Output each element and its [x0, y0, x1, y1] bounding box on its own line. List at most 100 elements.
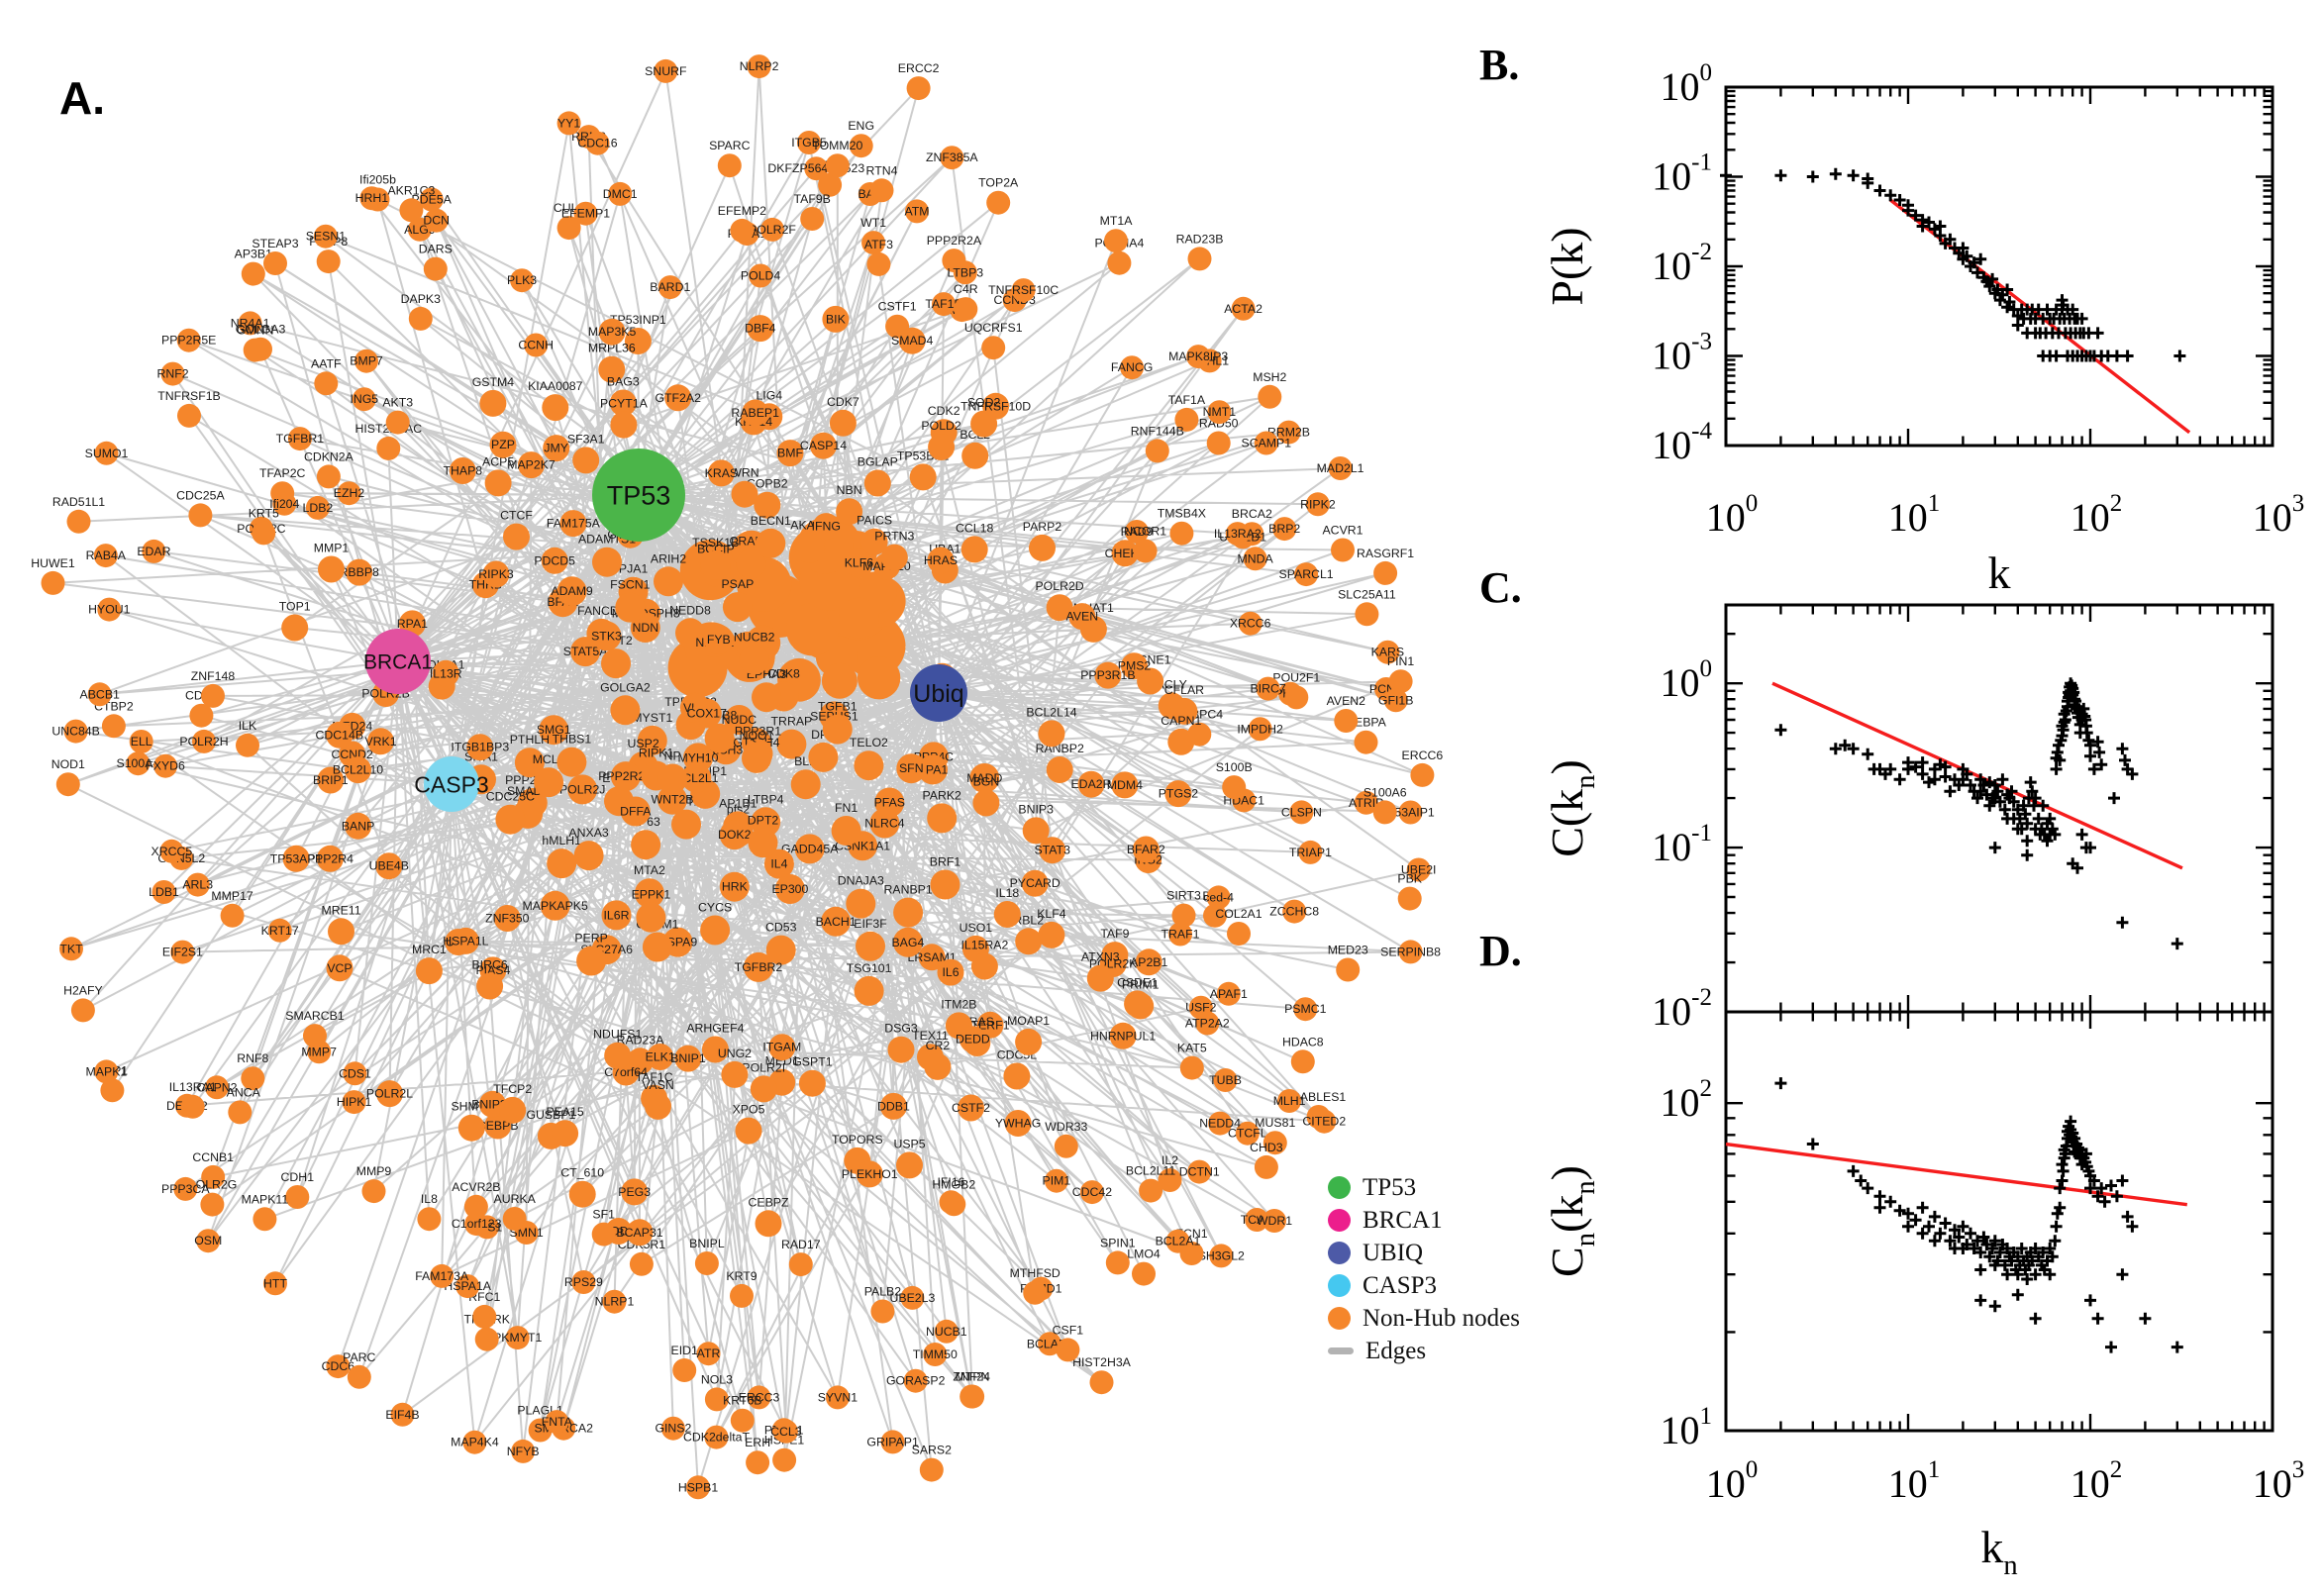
network-node — [1331, 538, 1355, 562]
plot-panel-B: 100 10-1 10-2 10-3 10-4 100 101 102 103 k P(k) — [1542, 59, 2304, 598]
network-node — [281, 614, 309, 642]
hub-node-tp53 — [592, 449, 685, 542]
legend-circle-swatch — [1328, 1176, 1351, 1199]
network-node — [1111, 771, 1139, 799]
legend-label: UBIQ — [1363, 1239, 1424, 1266]
network-node — [1169, 521, 1194, 546]
network-node — [1290, 1049, 1315, 1074]
network-node — [534, 767, 564, 798]
network-node — [556, 576, 587, 607]
svg-text:100: 100 — [1706, 490, 1759, 540]
node-label: OSM — [194, 1234, 222, 1247]
node-label: BRCA2 — [1232, 507, 1272, 521]
node-label: C7orf64 — [604, 1065, 648, 1079]
network-node — [615, 592, 646, 623]
node-label: SUMO1 — [85, 447, 129, 460]
network-node — [1104, 229, 1128, 253]
network-node — [707, 459, 735, 487]
node-label: TAF1B — [925, 297, 961, 311]
node-label: GRIPAP1 — [866, 1435, 919, 1448]
network-node — [854, 750, 884, 781]
network-node — [376, 436, 401, 460]
svg-text:103: 103 — [2253, 1456, 2305, 1506]
network-node — [703, 625, 734, 654]
node-label: MED23 — [1328, 944, 1368, 957]
node-label: ENG — [848, 119, 874, 133]
node-label: GMNN — [237, 324, 274, 338]
node-label: AP3B1 — [235, 248, 272, 261]
network-node — [739, 645, 769, 675]
network-node — [798, 1069, 826, 1097]
node-label: IL6 — [942, 965, 959, 979]
legend: TP53 BRCA1 UBIQ CASP3 Non-Hub nodes Edges — [1328, 1171, 1520, 1367]
node-label: HNRNPUL1 — [1090, 1029, 1156, 1043]
network-node — [359, 186, 384, 211]
node-label: AKR1C3 — [387, 183, 435, 197]
network-node — [352, 387, 376, 412]
legend-circle-swatch — [1328, 1274, 1351, 1297]
node-label: IL2 — [1162, 1153, 1178, 1167]
network-cluster-node — [857, 656, 901, 700]
network-node — [1125, 520, 1149, 544]
node-label: PJA1 — [619, 562, 649, 576]
network-node — [797, 131, 821, 154]
network-node — [1398, 800, 1423, 825]
network-node — [1139, 1178, 1163, 1203]
node-label: CSTF2 — [952, 1101, 990, 1115]
hub-node-ubiq — [910, 664, 967, 722]
network-node — [825, 1385, 850, 1410]
node-label: HSPA1A — [444, 1279, 491, 1293]
node-label: AURKA — [494, 1192, 537, 1206]
network-node — [1094, 661, 1122, 689]
network-node — [869, 178, 894, 203]
node-label: HUWE1 — [31, 556, 75, 570]
network-node — [337, 481, 361, 506]
network-node — [768, 1034, 796, 1061]
node-label: HRAS — [924, 553, 958, 567]
network-node — [342, 1090, 366, 1115]
network-node — [645, 1092, 671, 1120]
network-node — [704, 1425, 729, 1449]
node-label: PMS2 — [1118, 659, 1152, 673]
network-node — [749, 263, 773, 288]
network-node — [928, 434, 956, 460]
network-node — [200, 1192, 225, 1217]
network-node — [1208, 1111, 1233, 1136]
network-node — [892, 927, 923, 957]
network-node — [970, 410, 998, 438]
node-label: CDC14B — [316, 728, 364, 742]
node-label: MTA2 — [634, 863, 665, 877]
node-label: ZCCHC8 — [1269, 905, 1319, 919]
network-node — [898, 327, 926, 354]
scatter-points-B — [1720, 167, 2186, 362]
node-label: PFAS — [874, 796, 905, 810]
node-label: ERCC2 — [898, 61, 940, 75]
network-node — [585, 131, 610, 155]
network-node — [1293, 997, 1318, 1022]
node-label: GOLGA2 — [600, 680, 651, 694]
network-node — [629, 1251, 654, 1276]
node-label: BMF — [777, 447, 803, 460]
network-node — [510, 268, 535, 293]
network-node — [423, 256, 448, 281]
node-label: LDB1 — [149, 885, 179, 899]
network-node — [647, 1044, 674, 1070]
network-node — [41, 570, 65, 595]
node-label: RNF144B — [1131, 424, 1184, 438]
network-node — [923, 1343, 948, 1366]
network-node — [654, 566, 683, 597]
node-label: POLR2H — [179, 735, 228, 748]
node-label: CR2 — [926, 1039, 951, 1052]
network-node — [1132, 836, 1160, 863]
network-node — [152, 880, 176, 904]
network-node — [1373, 560, 1398, 585]
network-node — [1046, 756, 1073, 783]
network-node — [1328, 456, 1353, 480]
node-label: UBE2I — [1401, 863, 1437, 877]
network-node — [570, 637, 601, 667]
node-label: EIF4B — [385, 1408, 419, 1422]
network-node — [1044, 1168, 1068, 1193]
network-node — [986, 190, 1011, 215]
network-node — [1015, 1028, 1043, 1055]
network-node — [94, 441, 119, 465]
